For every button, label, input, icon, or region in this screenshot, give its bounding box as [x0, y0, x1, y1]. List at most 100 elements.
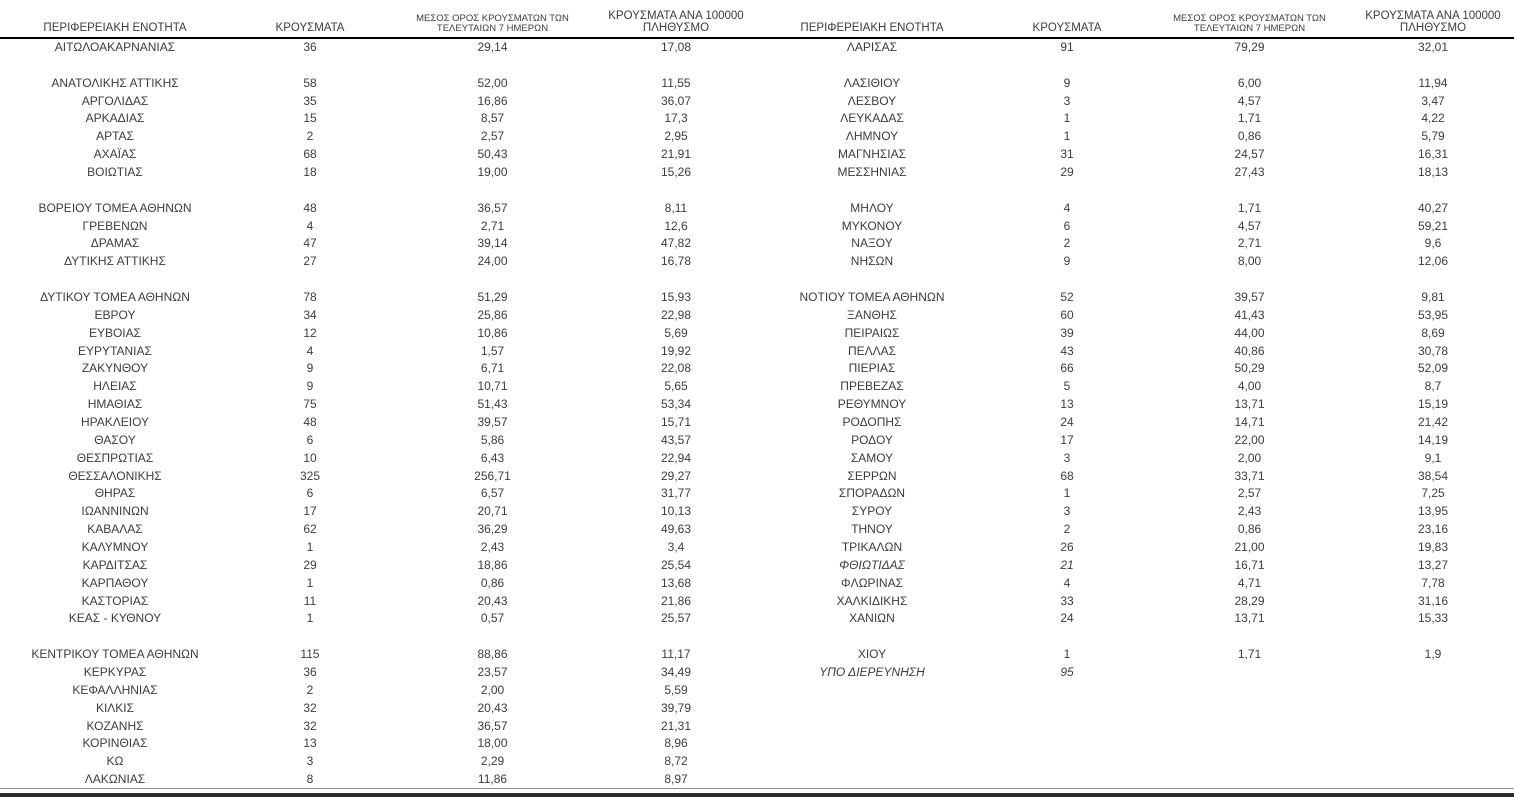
avg7-cell: 4,57 — [1237, 218, 1262, 233]
cases-cell: 78 — [303, 289, 317, 304]
cases-cell: 4 — [1063, 200, 1071, 215]
cases-cell: 32 — [303, 700, 317, 715]
region-cell — [0, 56, 230, 74]
spacer-row — [0, 56, 757, 74]
cases-cell: 18 — [303, 164, 317, 179]
per100k-cell — [595, 627, 757, 645]
per100k-cell — [1352, 717, 1514, 735]
region-cell: ΓΡΕΒΕΝΩΝ — [82, 218, 148, 233]
spacer-row — [0, 181, 757, 199]
region-cell: ΣΑΜΟΥ — [850, 450, 894, 465]
avg7-cell — [1147, 717, 1352, 735]
region-cell: ΡΕΘΥΜΝΟΥ — [837, 397, 907, 412]
table-row: ΚΕΝΤΡΙΚΟΥ ΤΟΜΕΑ ΑΘΗΝΩΝ 115 88,86 11,17 — [0, 645, 757, 663]
region-cell — [757, 181, 987, 199]
per100k-cell — [1352, 735, 1514, 753]
avg7-cell: 2,71 — [1237, 236, 1262, 251]
per100k-cell: 32,01 — [1417, 40, 1449, 55]
region-cell: ΥΠΟ ΔΙΕΡΕΥΝΗΣΗ — [819, 665, 925, 679]
region-cell: ΚΑΛΥΜΝΟΥ — [81, 539, 149, 554]
region-cell: ΗΜΑΘΙΑΣ — [87, 397, 143, 412]
cases-cell — [230, 181, 390, 199]
table-row: ΤΡΙΚΑΛΩΝ 26 21,00 19,83 — [757, 538, 1514, 556]
region-cell: ΤΗΝΟΥ — [851, 522, 893, 537]
cases-cell: 17 — [303, 504, 317, 519]
cases-cell: 6 — [306, 432, 314, 447]
region-cell — [757, 717, 987, 735]
cases-cell: 9 — [1063, 254, 1071, 269]
per100k-cell: 53,34 — [660, 397, 692, 412]
table-row: ΡΟΔΟΥ 17 22,00 14,19 — [757, 431, 1514, 449]
table-row: ΥΠΟ ΔΙΕΡΕΥΝΗΣΗ 95 — [757, 663, 1514, 681]
table-row: ΚΙΛΚΙΣ 32 20,43 39,79 — [0, 699, 757, 717]
avg7-cell: 4,00 — [1237, 379, 1262, 394]
cases-cell: 4 — [306, 343, 314, 358]
per100k-cell: 8,7 — [1424, 379, 1442, 394]
cases-cell: 4 — [306, 218, 314, 233]
header-row: ΠΕΡΙΦΕΡΕΙΑΚΗ ΕΝΟΤΗΤΑ ΚΡΟΥΣΜΑΤΑ ΜΕΣΟΣ ΟΡΟ… — [0, 0, 757, 39]
table-row: ΚΟΖΑΝΗΣ 32 36,57 21,31 — [0, 717, 757, 735]
table-row: ΚΑΡΠΑΘΟΥ 1 0,86 13,68 — [0, 574, 757, 592]
cases-cell: 325 — [299, 468, 321, 483]
region-cell: ΑΧΑΪΑΣ — [93, 147, 137, 162]
avg7-cell: 2,43 — [1237, 504, 1262, 519]
table-row: ΕΒΡΟΥ 34 25,86 22,98 — [0, 306, 757, 324]
per100k-cell — [595, 181, 757, 199]
region-cell — [757, 699, 987, 717]
per100k-cell: 14,19 — [1417, 432, 1449, 447]
per100k-cell: 11,17 — [661, 647, 691, 662]
table-row: ΧΑΝΙΩΝ 24 13,71 15,33 — [757, 610, 1514, 628]
cases-cell: 12 — [303, 325, 317, 340]
region-cell: ΡΟΔΟΥ — [851, 432, 893, 447]
avg7-cell: 79,29 — [1234, 40, 1265, 55]
per100k-cell: 15,93 — [660, 289, 692, 304]
avg7-cell: 18,00 — [477, 736, 508, 751]
cases-cell: 2 — [1063, 236, 1071, 251]
column-header-cases: ΚΡΟΥΣΜΑΤΑ — [230, 0, 390, 39]
table-row: ΚΑΒΑΛΑΣ 62 36,29 49,63 — [0, 520, 757, 538]
table-header: ΠΕΡΙΦΕΡΕΙΑΚΗ ΕΝΟΤΗΤΑ ΚΡΟΥΣΜΑΤΑ ΜΕΣΟΣ ΟΡΟ… — [757, 0, 1514, 39]
column-header-region: ΠΕΡΙΦΕΡΕΙΑΚΗ ΕΝΟΤΗΤΑ — [0, 0, 230, 39]
region-cell: ΑΙΤΩΛΟΑΚΑΡΝΑΝΙΑΣ — [54, 40, 176, 55]
avg7-cell: 50,43 — [477, 147, 508, 162]
table-row: ΛΑΡΙΣΑΣ 91 79,29 32,01 — [757, 38, 1514, 56]
column-header-avg7: ΜΕΣΟΣ ΟΡΟΣ ΚΡΟΥΣΜΑΤΩΝ ΤΩΝ ΤΕΛΕΥΤΑΙΩΝ 7 Η… — [390, 0, 595, 39]
table-row: ΣΥΡΟΥ 3 2,43 13,95 — [757, 502, 1514, 520]
avg7-cell: 36,57 — [477, 200, 508, 215]
avg7-cell: 2,00 — [1237, 450, 1262, 465]
avg7-cell: 44,00 — [1234, 325, 1265, 340]
cases-cell: 68 — [1060, 468, 1074, 483]
cases-cell: 15 — [303, 111, 317, 126]
region-cell: ΠΡΕΒΕΖΑΣ — [840, 379, 904, 394]
region-cell — [757, 627, 987, 645]
cases-cell: 32 — [303, 718, 317, 733]
cases-cell: 3 — [306, 754, 314, 769]
region-cell: ΝΑΞΟΥ — [851, 236, 893, 251]
cases-cell: 3 — [1063, 450, 1071, 465]
avg7-cell: 8,57 — [480, 111, 505, 126]
cases-cell: 1 — [306, 575, 314, 590]
region-cell: ΒΟΡΕΙΟΥ ΤΟΜΕΑ ΑΘΗΝΩΝ — [38, 200, 192, 215]
cases-cell: 6 — [306, 486, 314, 501]
cases-cell: 58 — [303, 75, 317, 90]
table-row: ΡΟΔΟΠΗΣ 24 14,71 21,42 — [757, 413, 1514, 431]
table-row: ΗΛΕΙΑΣ 9 10,71 5,65 — [0, 377, 757, 395]
region-cell: ΝΗΣΩΝ — [850, 254, 894, 269]
table-row: ΦΛΩΡΙΝΑΣ 4 4,71 7,78 — [757, 574, 1514, 592]
cases-table-right: ΠΕΡΙΦΕΡΕΙΑΚΗ ΕΝΟΤΗΤΑ ΚΡΟΥΣΜΑΤΑ ΜΕΣΟΣ ΟΡΟ… — [757, 0, 1514, 788]
table-row: ΠΕΛΛΑΣ 43 40,86 30,78 — [757, 342, 1514, 360]
region-cell: ΜΥΚΟΝΟΥ — [841, 218, 903, 233]
per100k-cell — [1352, 627, 1514, 645]
cases-cell — [987, 770, 1147, 788]
region-cell: ΛΑΡΙΣΑΣ — [846, 40, 898, 55]
spacer-row — [757, 681, 1514, 699]
cases-cell: 1 — [306, 611, 314, 626]
cases-cell: 36 — [303, 665, 317, 679]
avg7-cell — [390, 627, 595, 645]
region-cell — [0, 627, 230, 645]
avg7-cell: 2,71 — [480, 218, 505, 233]
region-cell: ΚΑΡΠΑΘΟΥ — [81, 575, 149, 590]
avg7-cell: 2,43 — [480, 539, 505, 554]
cases-cell: 91 — [1060, 40, 1074, 55]
column-header-cases: ΚΡΟΥΣΜΑΤΑ — [987, 0, 1147, 39]
